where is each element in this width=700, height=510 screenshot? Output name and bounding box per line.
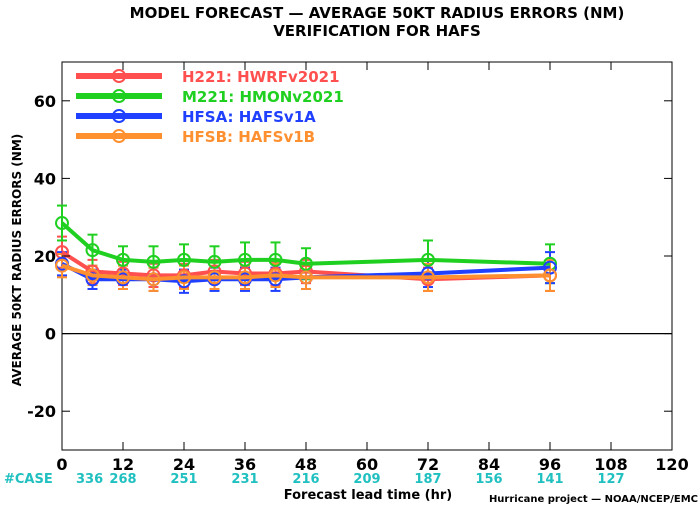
x-tick-label: 60	[356, 455, 378, 474]
x-tick-label: 72	[417, 455, 439, 474]
data-point	[207, 254, 222, 269]
data-point	[85, 272, 100, 287]
case-count-value: 156	[475, 472, 502, 487]
x-tick-label: 120	[655, 455, 688, 474]
y-axis-ticks: -20 0 20 40 60	[27, 92, 672, 421]
data-point	[146, 254, 161, 269]
data-point	[421, 266, 435, 281]
x-tick-label: 96	[539, 455, 561, 474]
case-count-value: 231	[231, 472, 258, 487]
data-point	[116, 270, 130, 285]
legend-swatch-marker	[112, 129, 126, 143]
data-point	[207, 270, 222, 285]
data-point	[299, 270, 313, 285]
data-point	[543, 260, 557, 275]
data-point	[177, 270, 191, 285]
case-count-value: 336	[76, 472, 103, 487]
case-count-row: #CASE 336 268 251 231 216 209 187 156 141 127	[4, 472, 625, 487]
series-line	[61, 263, 551, 282]
x-axis-ticks: 0 12 24 36 48 60 72 84 96 108 120	[56, 62, 689, 474]
data-point	[177, 252, 191, 267]
data-point	[299, 256, 313, 271]
data-point	[421, 270, 435, 285]
credit-text: Hurricane project — NOAA/NCEP/EMC	[489, 494, 698, 505]
legend-entry-label: H221: HWRFv2021	[182, 68, 340, 86]
series-lines-layer	[55, 216, 557, 289]
case-count-value: 187	[414, 472, 441, 487]
case-count-value: 141	[536, 472, 563, 487]
data-point	[85, 243, 100, 258]
data-point	[268, 268, 283, 283]
data-point	[268, 252, 283, 267]
chart-title: MODEL FORECAST — AVERAGE 50KT RADIUS ERR…	[130, 4, 625, 22]
y-axis-label: AVERAGE 50KT RADIUS ERRORS (NM)	[10, 134, 24, 386]
x-tick-label: 108	[594, 455, 627, 474]
x-tick-label: 84	[478, 455, 500, 474]
case-count-value: 209	[353, 472, 380, 487]
data-point	[238, 270, 252, 285]
chart-subtitle: VERIFICATION FOR HAFS	[273, 22, 481, 40]
legend-swatch-marker	[112, 109, 126, 123]
legend-swatch-marker	[112, 69, 126, 83]
data-point	[146, 268, 161, 283]
x-tick-label: 0	[56, 455, 67, 474]
legend-entry-label: M221: HMONv2021	[182, 88, 344, 106]
data-point	[268, 272, 283, 287]
y-tick-label: 20	[34, 247, 56, 266]
case-count-value: 216	[292, 472, 319, 487]
legend: H221: HWRFv2021 M221: HMONv2021 HFSA: HAFS…	[76, 68, 344, 146]
data-point	[85, 268, 100, 283]
case-count-value: 268	[109, 472, 136, 487]
data-point	[177, 274, 191, 289]
data-point	[421, 252, 435, 267]
case-count-value: 251	[170, 472, 197, 487]
data-point	[55, 216, 69, 231]
legend-entry-label: HFSA: HAFSv1A	[182, 108, 316, 126]
y-tick-label: -20	[27, 402, 56, 421]
case-count-label: #CASE	[4, 472, 53, 487]
legend-entry-label: HFSB: HAFSv1B	[182, 128, 315, 146]
x-tick-label: 36	[234, 455, 256, 474]
x-tick-label: 12	[112, 455, 134, 474]
data-point	[238, 252, 252, 267]
x-tick-label: 48	[295, 455, 317, 474]
data-point	[116, 252, 130, 267]
data-point	[146, 272, 161, 287]
legend-swatch-marker	[112, 89, 126, 103]
x-tick-label: 24	[173, 455, 195, 474]
case-count-value: 127	[597, 472, 624, 487]
data-point	[55, 258, 69, 273]
y-tick-label: 60	[34, 92, 56, 111]
y-tick-label: 40	[34, 169, 56, 188]
series-line	[60, 221, 551, 266]
y-tick-label: 0	[45, 325, 56, 344]
x-axis-label: Forecast lead time (hr)	[284, 488, 452, 503]
data-point	[543, 268, 557, 283]
